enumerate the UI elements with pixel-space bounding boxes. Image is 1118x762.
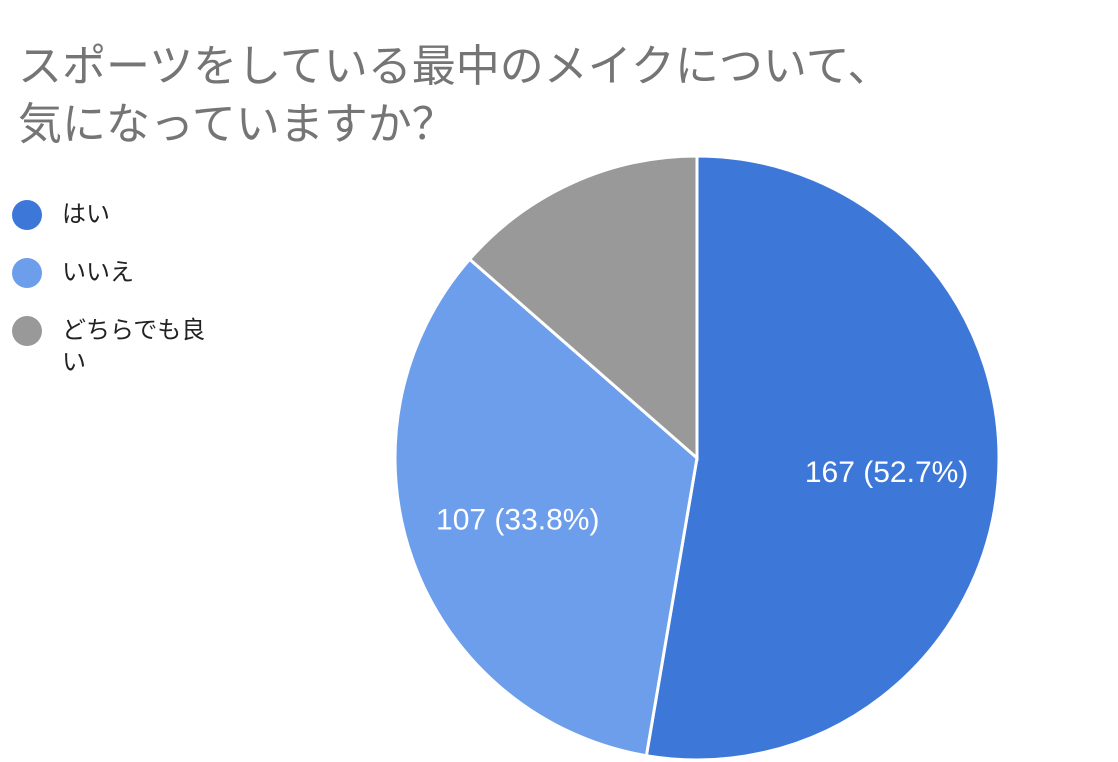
pie-slice-either[interactable] <box>467 154 699 462</box>
legend-item-yes[interactable]: はい <box>12 198 242 230</box>
chart-title-line-2: 気になっていますか？ <box>18 99 456 150</box>
legend-swatch-no <box>12 258 42 288</box>
legend-swatch-either <box>12 316 42 346</box>
legend-item-no[interactable]: いいえ <box>12 256 242 288</box>
pie-data-label-no: 107 (33.8%) <box>436 504 599 537</box>
legend-label-either: どちらでも良い <box>62 316 206 376</box>
chart-title: スポーツをしている最中のメイクについて、 気になっていますか？ <box>18 38 918 154</box>
legend-label-yes: はい <box>62 200 110 228</box>
pie-slice-no[interactable] <box>393 257 699 758</box>
chart-title-line-1: スポーツをしている最中のメイクについて、 <box>18 41 892 92</box>
pie-slice-yes[interactable] <box>644 154 1001 762</box>
legend-label-no: いいえ <box>62 258 134 286</box>
pie-slices <box>393 154 1001 762</box>
legend-item-either[interactable]: どちらでも良い <box>12 314 242 378</box>
legend-swatch-yes <box>12 200 42 230</box>
pie-data-labels: 167 (52.7%) 107 (33.8%) <box>436 456 968 537</box>
pie-data-label-yes: 167 (52.7%) <box>805 456 968 489</box>
